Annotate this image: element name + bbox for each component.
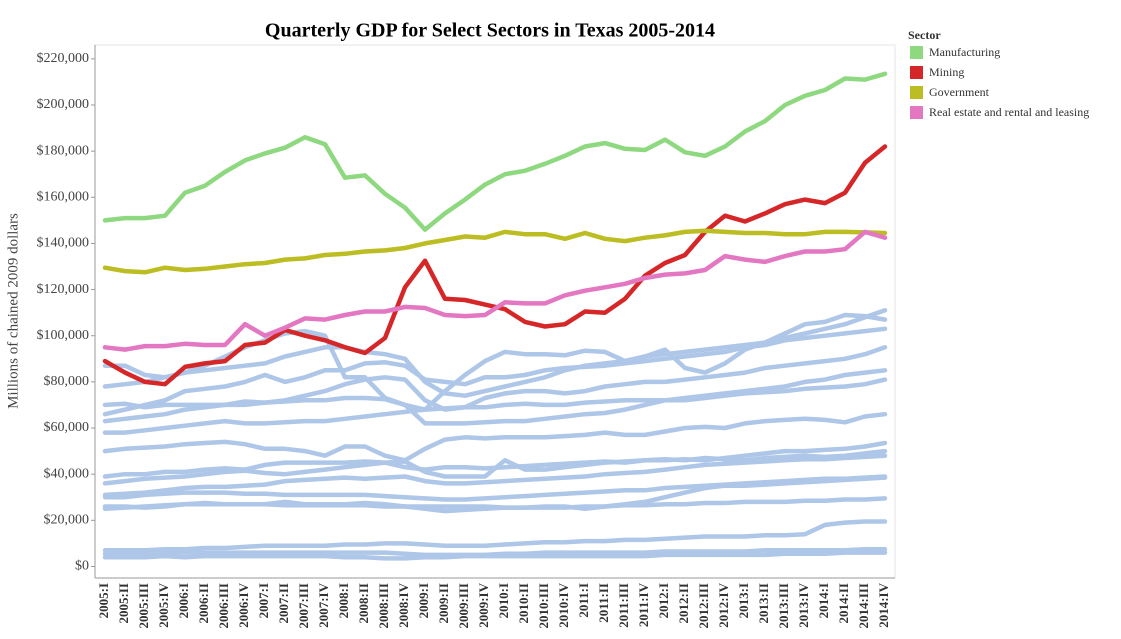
y-tick-label: $220,000 <box>37 51 90 66</box>
background-line <box>102 550 888 561</box>
x-tick-label: 2013:IV <box>796 582 811 627</box>
x-tick-label: 2005:III <box>136 583 151 629</box>
x-tick-label: 2012:III <box>696 583 711 629</box>
background-line <box>102 377 888 435</box>
x-tick-label: 2014:III <box>856 583 871 629</box>
x-tick-label: 2013:III <box>776 583 791 629</box>
x-tick-label: 2005:I <box>96 583 111 618</box>
x-tick-label: 2007:I <box>256 583 271 618</box>
x-tick-label: 2012:I <box>656 583 671 618</box>
legend-label: Government <box>929 85 990 99</box>
y-tick-label: $60,000 <box>44 420 90 435</box>
y-tick-label: $20,000 <box>44 513 90 528</box>
background-line <box>102 411 888 463</box>
x-tick-label: 2008:IV <box>396 582 411 627</box>
y-tick-label: $200,000 <box>37 97 90 112</box>
x-tick-label: 2014:I <box>816 583 831 618</box>
background-line <box>102 326 888 417</box>
x-tick-label: 2010:III <box>536 583 551 629</box>
x-tick-label: 2006:IV <box>236 582 251 627</box>
legend-swatch <box>910 86 923 99</box>
x-tick-label: 2006:II <box>196 583 211 623</box>
background-line <box>102 345 888 424</box>
background-line <box>102 496 888 512</box>
y-tick-label: $40,000 <box>44 466 90 481</box>
x-tick-label: 2014:II <box>836 583 851 623</box>
x-tick-label: 2009:II <box>436 583 451 623</box>
series-line <box>102 71 888 232</box>
x-tick-label: 2007:II <box>276 583 291 623</box>
x-tick-label: 2006:I <box>176 583 191 618</box>
x-tick-label: 2012:II <box>676 583 691 623</box>
x-tick-label: 2009:I <box>416 583 431 618</box>
x-tick-label: 2008:III <box>376 583 391 629</box>
x-tick-label: 2011:III <box>616 583 631 628</box>
x-tick-label: 2011:IV <box>636 582 651 627</box>
chart-title: Quarterly GDP for Select Sectors in Texa… <box>265 20 715 42</box>
x-tick-label: 2014:IV <box>876 582 891 627</box>
x-tick-label: 2012:IV <box>716 582 731 627</box>
x-tick-label: 2008:I <box>336 583 351 618</box>
legend-title: Sector <box>908 28 941 42</box>
background-line <box>102 474 888 502</box>
x-tick-label: 2005:IV <box>156 582 171 627</box>
y-tick-label: $0 <box>75 559 89 574</box>
x-tick-label: 2013:I <box>736 583 751 618</box>
background-line <box>102 519 888 553</box>
x-tick-label: 2010:IV <box>556 582 571 627</box>
legend-swatch <box>910 66 923 79</box>
y-axis-label: Millions of chained 2009 dollars <box>5 213 21 409</box>
x-tick-label: 2013:II <box>756 583 771 623</box>
x-tick-label: 2008:II <box>356 583 371 623</box>
x-tick-label: 2011:I <box>576 583 591 618</box>
y-tick-label: $180,000 <box>37 143 90 158</box>
legend-swatch <box>910 106 923 119</box>
series-line <box>102 229 888 352</box>
x-tick-label: 2007:IV <box>316 582 331 627</box>
legend-label: Mining <box>929 65 964 79</box>
x-tick-label: 2007:III <box>296 583 311 629</box>
x-tick-label: 2010:II <box>516 583 531 623</box>
x-tick-label: 2005:II <box>116 583 131 623</box>
x-tick-label: 2006:III <box>216 583 231 629</box>
background-line <box>102 453 888 498</box>
y-tick-label: $100,000 <box>37 328 90 343</box>
background-line <box>102 448 888 486</box>
y-tick-label: $80,000 <box>44 374 90 389</box>
x-tick-label: 2010:I <box>496 583 511 618</box>
series-line <box>102 228 888 275</box>
y-tick-label: $120,000 <box>37 282 90 297</box>
background-line <box>102 308 888 398</box>
y-tick-label: $140,000 <box>37 236 90 251</box>
y-tick-label: $160,000 <box>37 190 90 205</box>
x-tick-label: 2011:II <box>596 583 611 623</box>
legend-label: Real estate and rental and leasing <box>929 105 1089 119</box>
x-tick-label: 2009:IV <box>476 582 491 627</box>
legend-swatch <box>910 46 923 59</box>
x-tick-label: 2009:III <box>456 583 471 629</box>
legend-label: Manufacturing <box>929 45 1000 59</box>
